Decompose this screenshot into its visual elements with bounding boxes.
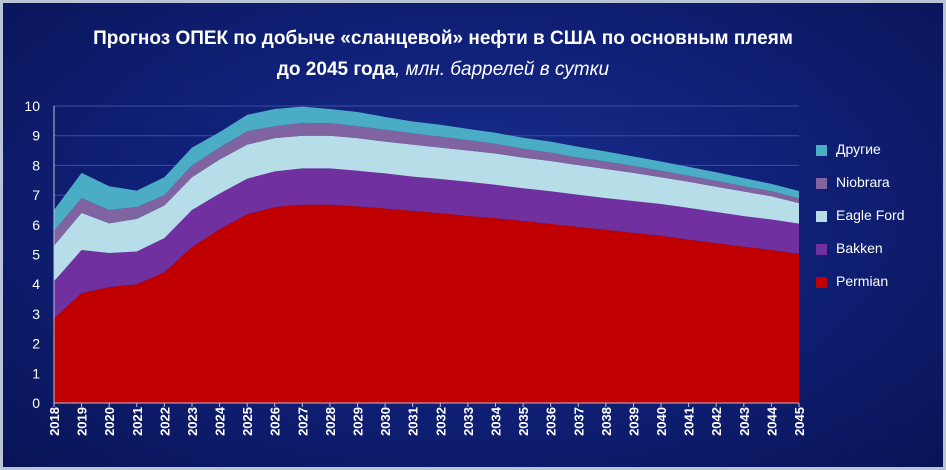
x-tick-label: 2042 — [709, 407, 724, 436]
x-tick-label: 2033 — [461, 407, 476, 436]
legend-item-niobrara: Niobrara — [816, 172, 936, 192]
legend-label: Permian — [836, 273, 889, 289]
x-tick-label: 2018 — [47, 407, 62, 436]
x-tick-label: 2023 — [185, 407, 200, 436]
area-series — [54, 106, 799, 403]
legend-item-permian: Permian — [816, 271, 936, 291]
x-tick-label: 2032 — [433, 407, 448, 436]
legend-swatch — [816, 178, 827, 189]
x-tick-label: 2020 — [102, 407, 117, 436]
y-tick-label: 9 — [32, 128, 40, 144]
legend-label: Eagle Ford — [836, 207, 905, 223]
legend-item-eagle-ford: Eagle Ford — [816, 205, 936, 225]
x-tick-label: 2029 — [351, 407, 366, 436]
area-permian — [54, 204, 799, 403]
legend-label: Bakken — [836, 240, 883, 256]
x-tick-label: 2036 — [544, 407, 559, 436]
area-другие — [54, 106, 799, 231]
x-tick-label: 2025 — [240, 407, 255, 436]
x-tick-label: 2044 — [764, 406, 779, 436]
x-tick-label: 2039 — [626, 407, 641, 436]
legend-label: Niobrara — [836, 174, 890, 190]
y-tick-label: 0 — [32, 395, 40, 411]
x-tick-label: 2037 — [571, 407, 586, 436]
y-tick-label: 1 — [32, 365, 40, 381]
x-tick-label: 2022 — [157, 407, 172, 436]
x-tick-label: 2035 — [516, 407, 531, 436]
x-tick-label: 2041 — [682, 407, 697, 436]
chart-title-unit: , млн. баррелей в сутки — [395, 59, 610, 80]
y-tick-label: 3 — [32, 306, 40, 322]
x-tick-label: 2038 — [599, 407, 614, 436]
legend-swatch — [816, 277, 827, 288]
legend-swatch — [816, 244, 827, 255]
x-tick-label: 2024 — [213, 406, 228, 436]
x-tick-label: 2034 — [488, 406, 503, 436]
legend-item-bakken: Bakken — [816, 238, 936, 258]
chart-title: Прогноз ОПЕК по добыче «сланцевой» нефти… — [83, 23, 803, 85]
area-eagle-ford — [54, 135, 799, 282]
stacked-area-chart: 0 1 2 3 4 5 6 7 8 9 10 2018 2019 2020 2021 2022 2023 202… — [24, 98, 807, 436]
x-tick-label: 2021 — [130, 407, 145, 436]
x-tick-label: 2043 — [737, 407, 752, 436]
y-tick-label: 7 — [32, 187, 40, 203]
legend-item-другие: Другие — [816, 139, 936, 159]
chart-title-main: Прогноз ОПЕК по добыче «сланцевой» нефти… — [93, 28, 793, 80]
y-tick-label: 8 — [32, 157, 40, 173]
x-tick-label: 2030 — [378, 407, 393, 436]
y-tick-label: 6 — [32, 217, 40, 233]
y-tick-labels: 0 1 2 3 4 5 6 7 8 9 10 — [24, 98, 40, 411]
legend-label: Другие — [836, 141, 881, 157]
x-tick-labels: 2018 2019 2020 2021 2022 2023 2024 2025 2026 2027… — [47, 403, 807, 436]
x-tick-label: 2026 — [268, 407, 283, 436]
y-tick-label: 4 — [32, 276, 40, 292]
x-tick-label: 2027 — [295, 407, 310, 436]
legend-swatch — [816, 211, 827, 222]
x-tick-label: 2028 — [323, 407, 338, 436]
y-tick-label: 5 — [32, 247, 40, 263]
x-tick-label: 2031 — [406, 407, 421, 436]
y-tick-label: 2 — [32, 336, 40, 352]
legend-swatch — [816, 145, 827, 156]
y-tick-label: 10 — [24, 98, 40, 114]
axes — [53, 106, 799, 404]
x-tick-label: 2019 — [75, 407, 90, 436]
x-tick-label: 2045 — [792, 407, 807, 436]
x-tick-label: 2040 — [654, 407, 669, 436]
area-bakken — [54, 168, 799, 319]
